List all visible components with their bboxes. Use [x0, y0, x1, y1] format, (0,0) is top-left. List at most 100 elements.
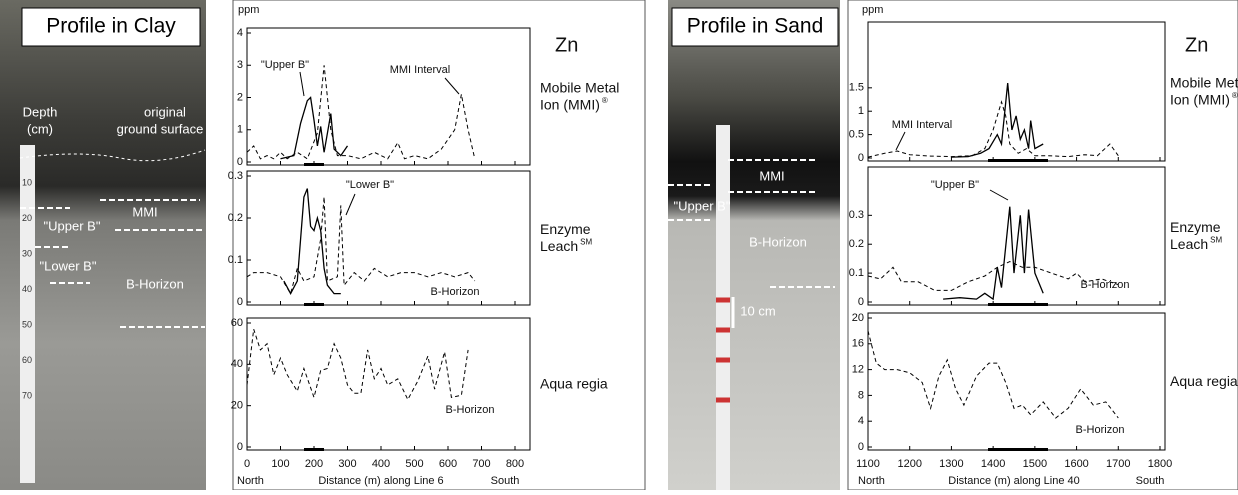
x-tick-label: 1800: [1148, 458, 1172, 470]
ruler: [716, 125, 730, 490]
annotation: "Lower B": [346, 179, 394, 191]
ore-zone: [304, 448, 324, 451]
x-tick-label: 400: [372, 458, 390, 470]
panel-label: Mobile Metal: [1170, 75, 1238, 91]
x-tick-label: 0: [244, 458, 250, 470]
panel-label-sup: ®: [602, 96, 608, 105]
y-tick-label: 12: [852, 364, 864, 376]
y-tick-label: 0.3: [228, 170, 243, 182]
y-tick-label: 0.1: [849, 267, 864, 279]
panel-label-sup: ®: [1232, 91, 1238, 100]
y-tick-label: 20: [231, 400, 243, 412]
photo-title: Profile in Clay: [46, 15, 176, 38]
y-tick-label: 8: [858, 389, 864, 401]
y-tick-label: 4: [237, 27, 243, 39]
y-tick-label: 0.2: [228, 212, 243, 224]
y-tick-label: 0.5: [849, 129, 864, 141]
y-tick-label: 1.5: [849, 82, 864, 94]
annotation: B-Horizon: [1081, 279, 1130, 291]
x-tick-label: 1300: [939, 458, 963, 470]
photo-label: original: [144, 104, 186, 119]
photo-label: "Upper B": [674, 198, 731, 213]
x-tick-label: 500: [405, 458, 423, 470]
panel-label: Aqua regia: [1170, 373, 1238, 389]
unit-label: ppm: [238, 4, 259, 16]
panel-label-sup: SM: [1210, 236, 1222, 245]
x-tick-label: 100: [271, 458, 289, 470]
x-label-left: North: [237, 475, 264, 487]
annotation: MMI Interval: [892, 119, 953, 131]
panel-label: Enzyme: [1170, 219, 1221, 235]
y-tick-label: 0: [237, 296, 243, 308]
x-tick-label: 1100: [856, 458, 880, 470]
annotation: "Upper B": [931, 179, 979, 191]
y-tick-label: 0.2: [849, 238, 864, 250]
x-axis-label: Distance (m) along Line 40: [948, 475, 1079, 487]
x-tick-label: 1700: [1106, 458, 1130, 470]
ore-zone: [304, 303, 324, 306]
x-label-right: South: [491, 475, 520, 487]
photo-clay: Profile in Clay 10 20 30 40 50 60 70 Depth (cm) or…: [0, 0, 206, 490]
x-label-right: South: [1136, 475, 1165, 487]
ruler-label: 70: [22, 390, 32, 400]
photo-label: MMI: [132, 204, 157, 219]
annotation: B-Horizon: [446, 404, 495, 416]
ruler-label: 10: [22, 177, 32, 187]
y-tick-label: 0: [858, 441, 864, 453]
annotation: "Upper B": [261, 59, 309, 71]
y-tick-label: 16: [852, 338, 864, 350]
unit-label: ppm: [862, 4, 883, 16]
ruler-label: 60: [22, 355, 32, 365]
panel-label: Enzyme: [540, 221, 591, 237]
photo-sand: Profile in Sand MMI "Upper B" B-Horizon 10 c…: [668, 0, 840, 490]
y-tick-label: 0: [858, 296, 864, 308]
x-tick-label: 700: [472, 458, 490, 470]
panel-label: Leach: [540, 238, 578, 254]
x-tick-label: 600: [439, 458, 457, 470]
annotation: B-Horizon: [1076, 424, 1125, 436]
photo-label: Depth: [23, 104, 58, 119]
y-tick-label: 40: [231, 358, 243, 370]
x-axis-label: Distance (m) along Line 6: [318, 475, 443, 487]
x-tick-label: 1500: [1023, 458, 1047, 470]
photo-label: B-Horizon: [126, 276, 184, 291]
ore-zone: [304, 163, 324, 166]
y-tick-label: 2: [237, 91, 243, 103]
y-tick-label: 0.1: [228, 254, 243, 266]
x-tick-label: 1400: [981, 458, 1005, 470]
y-tick-label: 20: [852, 312, 864, 324]
x-tick-label: 300: [338, 458, 356, 470]
x-tick-label: 200: [305, 458, 323, 470]
photo-label: (cm): [27, 121, 53, 136]
panel-label: Ion (MMI): [1170, 92, 1230, 108]
photo-label: "Upper B": [44, 218, 101, 233]
annotation: MMI Interval: [390, 64, 451, 76]
y-tick-label: 4: [858, 415, 864, 427]
ruler-label: 30: [22, 248, 32, 258]
photo-title: Profile in Sand: [687, 15, 824, 38]
photo-label: B-Horizon: [749, 234, 807, 249]
y-tick-label: 1: [237, 124, 243, 136]
ruler-label: 40: [22, 284, 32, 294]
y-tick-label: 60: [231, 317, 243, 329]
y-tick-label: 1: [858, 105, 864, 117]
x-tick-label: 1600: [1064, 458, 1088, 470]
element-label: Zn: [1185, 34, 1208, 56]
y-tick-label: 0: [237, 441, 243, 453]
panel-label: Mobile Metal: [540, 80, 619, 96]
y-tick-label: 3: [237, 59, 243, 71]
x-label-left: North: [858, 475, 885, 487]
ore-zone: [988, 303, 1048, 306]
y-tick-label: 0: [858, 152, 864, 164]
photo-label: 10 cm: [740, 303, 775, 318]
photo-label: ground surface: [117, 121, 204, 136]
ore-zone: [988, 448, 1048, 451]
y-tick-label: 0.3: [849, 209, 864, 221]
photo-label: MMI: [759, 168, 784, 183]
panel-label: Leach: [1170, 236, 1208, 252]
element-label: Zn: [555, 34, 578, 56]
y-tick-label: 0: [237, 156, 243, 168]
ruler-label: 50: [22, 319, 32, 329]
panel-label: Aqua regia: [540, 376, 608, 392]
ruler-label: 20: [22, 213, 32, 223]
